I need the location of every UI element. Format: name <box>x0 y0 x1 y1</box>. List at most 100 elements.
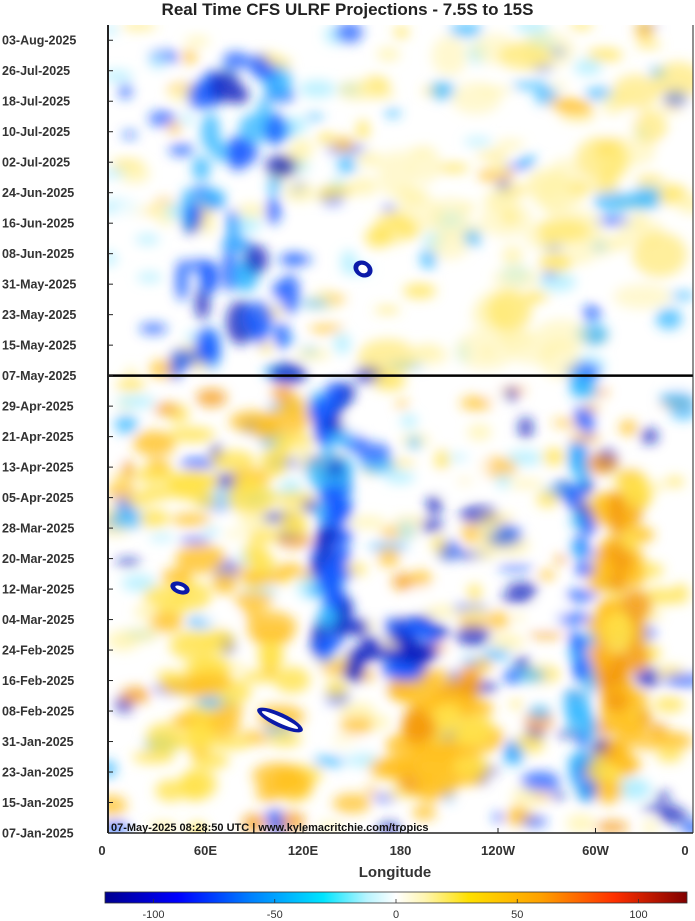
colorbar-tick-label: -100 <box>142 909 164 921</box>
heatmap-patch <box>608 715 641 734</box>
heatmap-patch <box>521 771 560 793</box>
heatmap-patch <box>402 706 430 744</box>
heatmap-patch <box>560 111 597 123</box>
heatmap-patch <box>509 343 558 364</box>
heatmap-patch <box>237 203 266 218</box>
heatmap-patch <box>356 442 392 464</box>
heatmap-patch <box>565 588 597 603</box>
heatmap-patch <box>613 284 672 309</box>
heatmap-patch <box>328 621 357 636</box>
heatmap-patch <box>479 515 514 523</box>
heatmap-patch <box>528 706 551 720</box>
y-tick-label: 10-Jul-2025 <box>2 125 70 139</box>
x-tick-label: 120W <box>481 843 516 858</box>
heatmap-patch <box>153 402 180 416</box>
heatmap-patch <box>632 109 668 144</box>
heatmap-patch <box>303 461 327 477</box>
heatmap-patch <box>621 784 650 795</box>
heatmap-patch <box>457 714 494 747</box>
y-tick-label: 08-Feb-2025 <box>2 705 74 719</box>
y-tick-label: 15-Jan-2025 <box>2 796 74 810</box>
heatmap-patch <box>596 599 619 616</box>
heatmap-patch <box>268 731 302 747</box>
heatmap-patch <box>612 74 660 110</box>
heatmap-patch <box>223 530 248 538</box>
heatmap-patch <box>325 583 345 609</box>
heatmap-patch <box>279 510 306 538</box>
chart-title: Real Time CFS ULRF Projections - 7.5S to… <box>161 0 534 19</box>
y-tick-label: 24-Jun-2025 <box>2 186 74 200</box>
heatmap-patch <box>556 612 596 625</box>
heatmap-patch <box>663 673 693 687</box>
heatmap-patch <box>467 461 492 476</box>
heatmap-patch <box>539 252 572 274</box>
heatmap-patch <box>486 611 510 630</box>
heatmap-patch <box>602 610 635 653</box>
heatmap-patch <box>137 272 162 283</box>
heatmap-patch <box>550 598 564 608</box>
heatmap-patch <box>565 484 583 510</box>
heatmap-patch <box>140 484 173 501</box>
heatmap-patch <box>233 474 261 496</box>
heatmap-patch <box>619 590 652 621</box>
heatmap-patch <box>335 25 363 43</box>
heatmap-patch <box>519 155 538 165</box>
heatmap-patch <box>328 295 346 303</box>
heatmap-patch <box>118 163 150 184</box>
heatmap-patch <box>554 555 568 564</box>
heatmap-patch <box>506 479 544 489</box>
x-tick-label: 60E <box>194 843 217 858</box>
heatmap-patch <box>134 234 160 245</box>
heatmap-patch <box>316 635 330 662</box>
heatmap-patch <box>336 702 376 718</box>
heatmap-patch <box>340 714 373 736</box>
heatmap-patch <box>241 301 274 336</box>
heatmap-patch <box>621 532 638 552</box>
heatmap-patch <box>487 289 533 333</box>
heatmap-patch <box>170 349 196 370</box>
heatmap-patch <box>582 304 601 322</box>
heatmap-patch <box>265 155 297 177</box>
heatmap-patch <box>494 139 525 149</box>
heatmap-patch <box>384 470 415 484</box>
heatmap-patch <box>305 113 325 121</box>
heatmap-patch <box>425 690 473 710</box>
heatmap-patch <box>538 569 556 581</box>
heatmap-patch <box>407 145 442 184</box>
heatmap-patch <box>251 630 292 645</box>
heatmap-patch <box>179 457 219 470</box>
heatmap-patch <box>542 271 557 278</box>
heatmap-patch <box>257 97 271 127</box>
heatmap-patch <box>377 822 401 833</box>
heatmap-patch <box>672 583 690 604</box>
heatmap-patch <box>655 308 682 330</box>
heatmap-patch <box>121 574 156 592</box>
heatmap-patch <box>271 385 295 402</box>
heatmap-patch <box>195 327 220 358</box>
heatmap-patch <box>199 216 216 235</box>
heatmap-patch <box>532 603 563 621</box>
heatmap-patch <box>579 454 620 475</box>
heatmap-patch <box>122 131 138 139</box>
heatmap-patch <box>234 591 274 609</box>
y-tick-label: 26-Jul-2025 <box>2 64 70 78</box>
heatmap-patch <box>328 430 356 445</box>
heatmap-patch <box>511 81 550 90</box>
heatmap-patch <box>426 495 443 516</box>
heatmap-patch <box>509 700 523 709</box>
heatmap-patch <box>680 820 693 833</box>
heatmap-patch <box>492 812 505 823</box>
x-tick-label: 0 <box>681 843 688 858</box>
heatmap-patch <box>155 779 186 802</box>
heatmap-patch <box>347 516 387 529</box>
heatmap-patch <box>414 774 447 802</box>
heatmap-patch <box>108 25 118 35</box>
heatmap-patch <box>274 666 311 694</box>
heatmap-patch <box>277 254 313 265</box>
heatmap-patch <box>178 768 218 800</box>
y-tick-label: 13-Apr-2025 <box>2 461 74 475</box>
heatmap-patch <box>120 25 157 30</box>
heatmap-patch <box>116 395 156 409</box>
heatmap-patch <box>384 108 401 118</box>
heatmap-patch <box>458 664 481 699</box>
